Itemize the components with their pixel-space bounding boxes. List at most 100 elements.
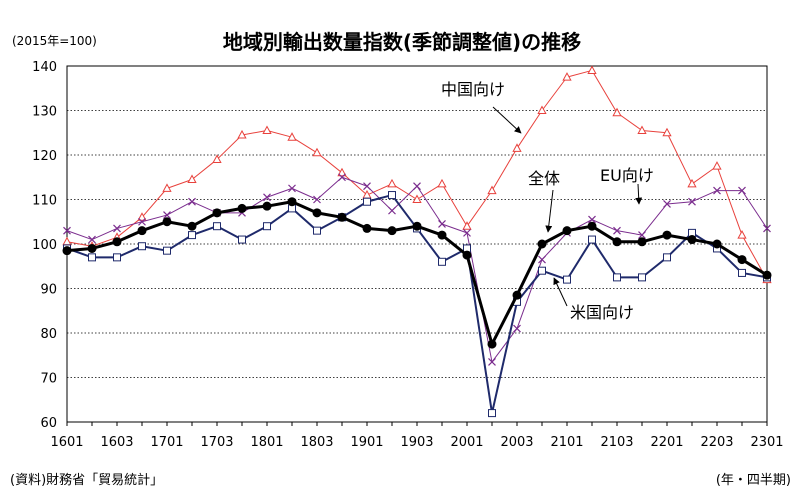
data-point [638, 231, 646, 240]
y-tick-label: 80 [40, 327, 57, 342]
data-point [262, 201, 272, 211]
data-point [238, 235, 246, 244]
data-point [212, 208, 222, 218]
data-point [137, 212, 147, 221]
data-point [638, 273, 646, 282]
y-tick-label: 60 [40, 416, 57, 431]
x-tick-label: 2203 [700, 435, 733, 450]
annotation-label: 米国向け [570, 303, 634, 322]
data-point [387, 178, 397, 188]
data-point [587, 221, 597, 231]
data-point [88, 235, 96, 244]
series-line [66, 176, 768, 363]
data-point [537, 239, 547, 249]
data-point [63, 226, 71, 235]
annotation-label: 全体 [528, 169, 560, 188]
data-point [562, 226, 572, 236]
data-point [662, 230, 672, 240]
x-tick-label: 2103 [600, 435, 633, 450]
x-tick-label: 1703 [200, 435, 233, 450]
data-point [688, 197, 696, 206]
data-point [488, 409, 496, 418]
data-point [237, 203, 247, 213]
x-tick-label: 2101 [550, 435, 583, 450]
data-point [712, 239, 722, 249]
data-point [438, 220, 446, 228]
data-point [88, 253, 96, 262]
data-point [563, 275, 571, 284]
x-tick-label: 1803 [300, 435, 333, 450]
data-point [288, 184, 296, 193]
data-point [438, 257, 446, 266]
data-point [613, 226, 621, 235]
data-point [412, 194, 422, 203]
data-point [512, 143, 522, 152]
data-point [138, 217, 146, 226]
data-point [612, 237, 622, 247]
annotation-arrow [492, 106, 522, 134]
data-point [237, 129, 247, 139]
data-point [587, 65, 597, 74]
data-point [263, 193, 271, 202]
y-tick-label: 100 [32, 238, 57, 253]
series-layer [62, 65, 772, 418]
series-3 [62, 197, 772, 349]
y-tick-label: 90 [40, 283, 57, 298]
annotation-arrow [635, 183, 643, 205]
x-tick-label: 1601 [50, 435, 83, 450]
data-point [487, 339, 497, 349]
data-point [588, 235, 596, 244]
data-point [388, 206, 396, 215]
data-point [162, 183, 172, 192]
data-point [163, 211, 171, 219]
data-point [213, 222, 221, 231]
data-point [87, 243, 97, 253]
data-point [62, 246, 72, 256]
annotation-label: 中国向け [441, 80, 505, 99]
data-point [663, 200, 671, 208]
data-point [312, 208, 322, 218]
data-point [338, 173, 346, 182]
data-point [363, 182, 371, 191]
data-point [712, 161, 722, 170]
annotation-arrow [545, 189, 554, 233]
data-point [463, 228, 471, 237]
data-point [437, 178, 447, 188]
data-point [337, 167, 347, 177]
x-tick-label: 2003 [500, 435, 533, 450]
data-point [412, 221, 422, 231]
data-point [313, 195, 321, 204]
data-point [612, 107, 622, 117]
data-point [162, 217, 172, 227]
data-point [112, 237, 122, 247]
data-point [637, 125, 647, 135]
data-point [62, 236, 72, 246]
x-axis: 1601 1603 1701 1703 1801 1803 1901 1903 2001 2003… [50, 422, 784, 450]
x-tick-label: 1903 [400, 435, 433, 450]
y-tick-label: 70 [40, 372, 57, 387]
y-axis: 60 70 80 90 100 110 120 130 140 [32, 60, 57, 431]
x-tick-label: 2201 [650, 435, 683, 450]
x-tick-label: 1801 [250, 435, 283, 450]
data-point [113, 224, 121, 233]
data-point [163, 246, 171, 255]
x-unit-note: (年・四半期) [716, 473, 791, 488]
y-tick-label: 140 [32, 60, 57, 75]
data-point [538, 255, 546, 264]
data-point [737, 230, 747, 239]
x-tick-label: 2001 [450, 435, 483, 450]
data-point [312, 147, 322, 157]
y-tick-label: 120 [32, 149, 57, 164]
x-tick-label: 1901 [350, 435, 383, 450]
data-point [562, 72, 572, 81]
data-point [363, 197, 371, 206]
data-point [513, 324, 521, 333]
data-point [713, 186, 721, 195]
data-point [188, 197, 196, 206]
data-point [287, 132, 297, 141]
data-point [313, 226, 321, 235]
annotation-label: EU向け [600, 166, 654, 185]
source-note: (資料)財務省「貿易統計」 [10, 472, 163, 488]
x-tick-label: 1603 [100, 435, 133, 450]
